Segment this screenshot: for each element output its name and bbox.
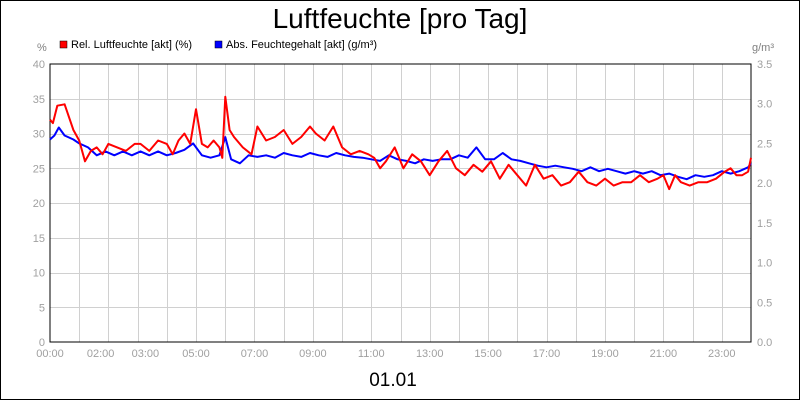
y-left-tick-label: 15: [33, 233, 45, 245]
y-right-tick-label: 3.5: [757, 59, 772, 71]
grid: [50, 64, 751, 342]
x-tick-label: 11:00: [358, 348, 385, 360]
y-left-tick-label: 10: [33, 268, 45, 280]
y-right-tick-label: 1.5: [757, 218, 772, 230]
y-left-unit: %: [37, 42, 47, 54]
legend-label-rel: Rel. Luftfeuchte [akt] (%): [71, 39, 192, 51]
x-tick-label: 02:00: [87, 348, 115, 360]
y-left-tick-label: 25: [33, 163, 45, 175]
x-tick-label: 05:00: [182, 348, 210, 360]
y-right-tick-label: 1.0: [757, 258, 772, 270]
chart-title: Luftfeuchte [pro Tag]: [273, 3, 528, 34]
y-right-tick-label: 0.5: [757, 297, 772, 309]
legend: Rel. Luftfeuchte [akt] (%) Abs. Feuchteg…: [59, 39, 377, 51]
legend-swatch-abs: [214, 40, 223, 49]
series-line-rel: [49, 95, 752, 191]
y-right-tick-label: 0.0: [757, 337, 772, 349]
y-left-tick-label: 0: [39, 337, 45, 349]
date-label: 01.01: [369, 370, 417, 391]
x-tick-label: 15:00: [474, 348, 502, 360]
plot-area: [49, 63, 752, 343]
y-left-tick-label: 40: [33, 59, 45, 71]
y-right-unit: g/m³: [752, 42, 774, 54]
y-right-tick-label: 3.0: [757, 99, 772, 111]
x-tick-label: 17:00: [533, 348, 561, 360]
x-tick-label: 03:00: [132, 348, 160, 360]
x-tick-label: 23:00: [708, 348, 736, 360]
x-tick-label: 19:00: [591, 348, 619, 360]
y-right-axis: 0.0 0.5 1.0 1.5 2.0 2.5 3.0 3.5: [757, 59, 772, 349]
series-line-abs: [49, 126, 752, 181]
x-tick-label: 07:00: [241, 348, 269, 360]
y-left-tick-label: 20: [33, 198, 45, 210]
legend-label-abs: Abs. Feuchtegehalt [akt] (g/m³): [226, 39, 377, 51]
series: [49, 95, 752, 191]
y-left-tick-label: 30: [33, 129, 45, 141]
y-right-tick-label: 2.5: [757, 138, 772, 150]
y-left-tick-label: 5: [39, 302, 45, 314]
x-tick-label: 13:00: [416, 348, 444, 360]
y-left-axis: 0 5 10 15 20 25 30 35 40: [33, 59, 45, 349]
x-axis: 00:00 02:00 03:00 05:00 07:00 09:00 11:00 13:00…: [36, 348, 735, 360]
legend-swatch-rel: [59, 40, 68, 49]
x-tick-label: 21:00: [650, 348, 678, 360]
x-tick-label: 00:00: [36, 348, 64, 360]
x-tick-label: 09:00: [299, 348, 327, 360]
y-left-tick-label: 35: [33, 94, 45, 106]
y-right-tick-label: 2.0: [757, 178, 772, 190]
